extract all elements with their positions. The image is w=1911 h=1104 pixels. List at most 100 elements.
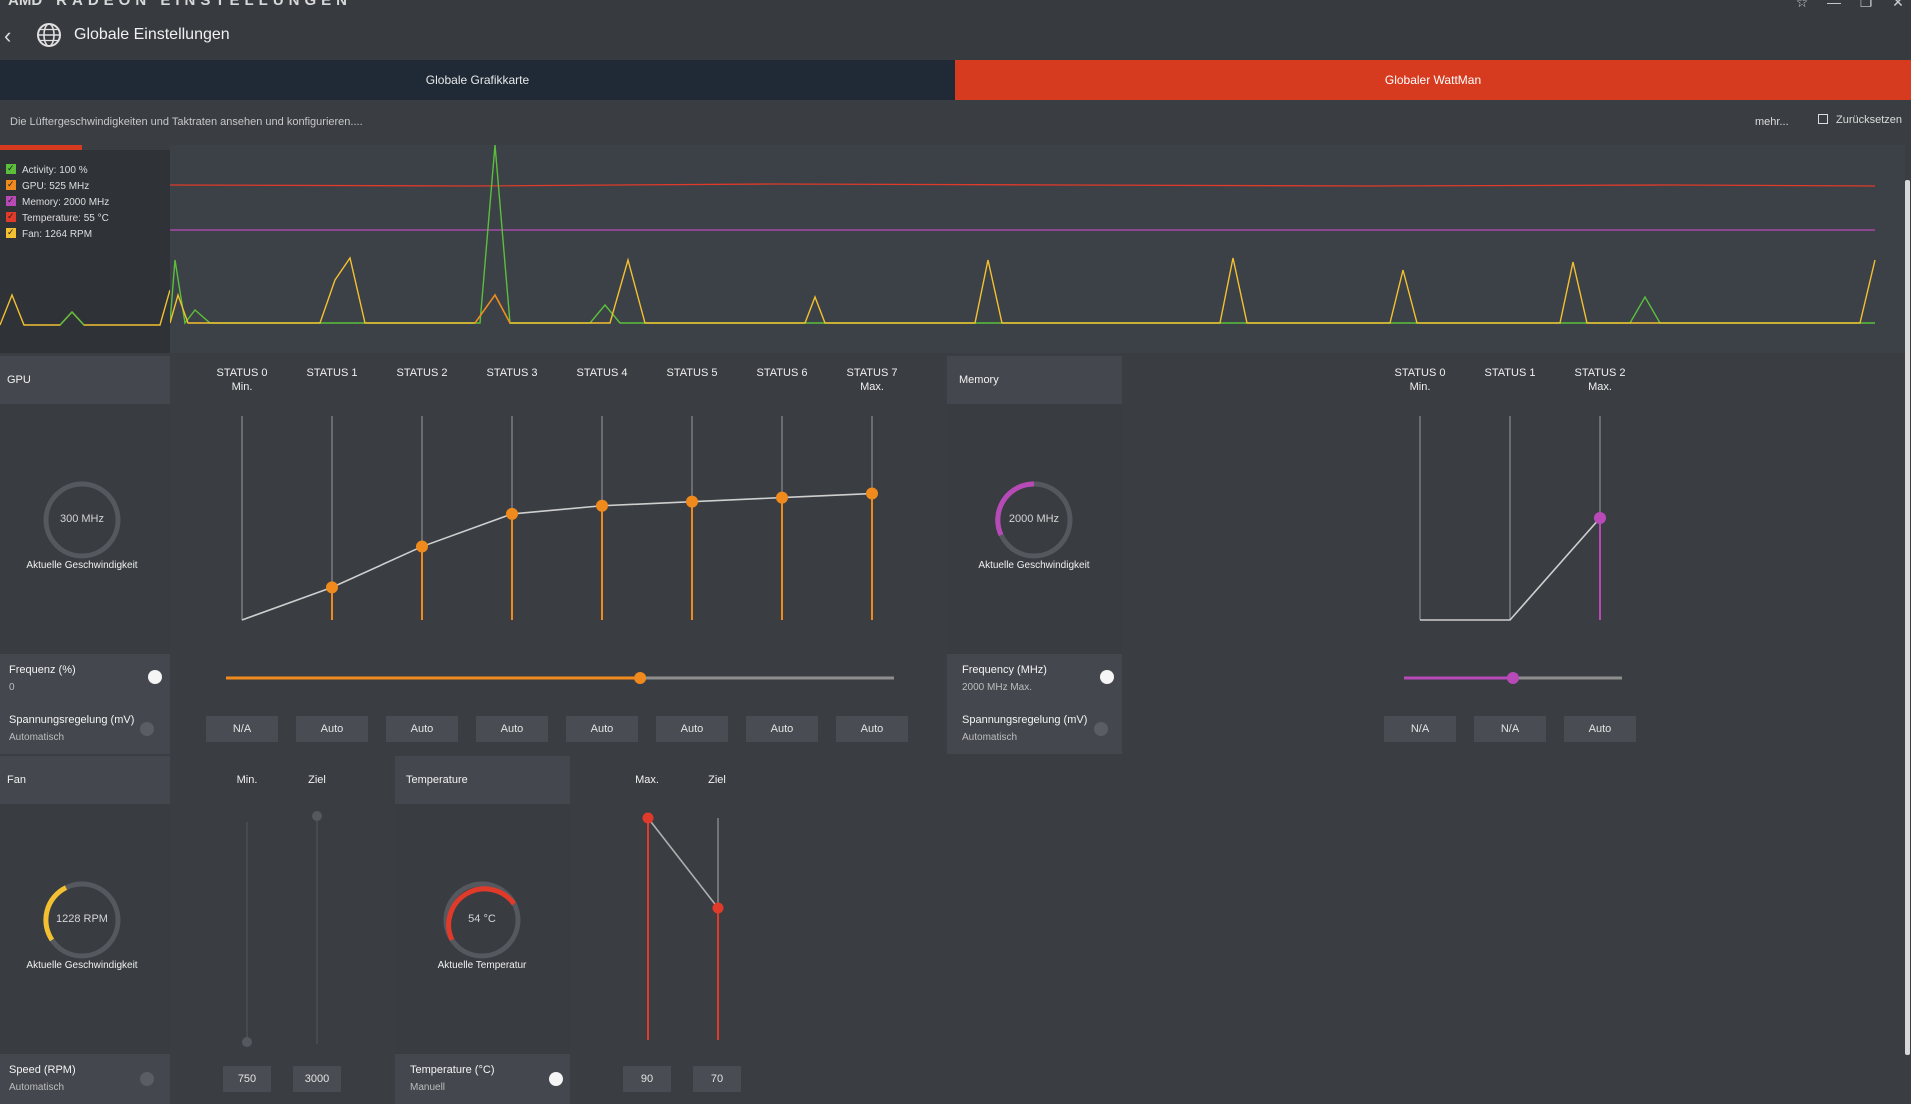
gpu-voltage-4[interactable]: Auto — [566, 716, 638, 742]
scrollbar[interactable] — [1905, 180, 1910, 1055]
fan-curve-chart[interactable] — [170, 804, 395, 1054]
gpu-state-point-7[interactable] — [866, 487, 878, 500]
checkbox-icon — [6, 225, 16, 239]
gpu-state-point-4[interactable] — [596, 499, 608, 512]
memory-voltage-toggle[interactable] — [1094, 722, 1108, 736]
temperature-curve-chart[interactable] — [570, 804, 795, 1054]
memory-frequency-toggle[interactable] — [1100, 670, 1114, 684]
reset-button[interactable]: Zurücksetzen — [1818, 114, 1902, 126]
gpu-voltage-6[interactable]: Auto — [746, 716, 818, 742]
temperature-max-input[interactable]: 90 — [623, 1066, 671, 1092]
fan-header — [0, 756, 170, 804]
gpu-gauge-panel — [0, 404, 170, 654]
gpu-status-0: STATUS 0 Min. — [216, 367, 268, 393]
memory-gauge-label: Aktuelle Geschwindigkeit — [978, 560, 1090, 571]
temperature-gauge-panel — [395, 804, 570, 1054]
fan-gauge-value: 1228 RPM — [56, 913, 108, 925]
legend-gpu[interactable]: GPU: 525 MHz — [6, 177, 89, 194]
gpu-voltage-3[interactable]: Auto — [476, 716, 548, 742]
memory-status-2: STATUS 2 Max. — [1574, 367, 1626, 393]
back-chevron-icon[interactable]: ‹ — [4, 23, 12, 48]
tab-global-wattman[interactable]: Globaler WattMan — [955, 60, 1911, 100]
gpu-header — [0, 356, 170, 404]
reset-label: Zurücksetzen — [1836, 114, 1903, 126]
more-link[interactable]: mehr... — [1755, 116, 1789, 128]
temperature-gauge-value: 54 °C — [468, 913, 496, 925]
gpu-voltage-2[interactable]: Auto — [386, 716, 458, 742]
globe-icon — [37, 23, 61, 47]
temperature-col-max: Max. — [635, 774, 659, 786]
gpu-state-point-6[interactable] — [776, 491, 788, 504]
fan-target-input[interactable]: 3000 — [293, 1066, 341, 1092]
title-bar — [0, 0, 1911, 60]
gpu-frequency-control — [0, 654, 170, 702]
temperature-control-mode: Manuell — [410, 1082, 446, 1093]
gpu-status-7: STATUS 7 Max. — [846, 367, 898, 393]
memory-gauge-panel — [947, 404, 1122, 654]
checkbox-icon — [6, 209, 16, 223]
gpu-status-1: STATUS 1 — [306, 367, 358, 379]
page-title: Globale Einstellungen — [74, 26, 230, 43]
gpu-gauge-label: Aktuelle Geschwindigkeit — [26, 560, 138, 571]
gpu-status-3: STATUS 3 — [486, 367, 538, 379]
gpu-frequency-toggle[interactable] — [148, 670, 162, 684]
memory-status-1: STATUS 1 — [1484, 367, 1536, 379]
memory-state-chart[interactable] — [1380, 404, 1680, 654]
memory-voltage-1[interactable]: N/A — [1474, 716, 1546, 742]
gpu-state-point-1[interactable] — [326, 581, 338, 594]
gpu-voltage-7[interactable]: Auto — [836, 716, 908, 742]
monitor-legend-panel — [0, 150, 170, 353]
gpu-slider-handle[interactable] — [634, 672, 647, 684]
minimize-icon[interactable]: — — [1827, 0, 1841, 10]
close-icon[interactable]: ✕ — [1892, 0, 1904, 10]
gpu-status-4: STATUS 4 — [576, 367, 628, 379]
gpu-gauge-value: 300 MHz — [59, 513, 105, 525]
gpu-state-point-2[interactable] — [416, 540, 428, 553]
star-icon[interactable]: ☆ — [1795, 0, 1809, 10]
legend-activity[interactable]: Activity: 100 % — [6, 161, 88, 178]
memory-voltage-2[interactable]: Auto — [1564, 716, 1636, 742]
gpu-state-point-5[interactable] — [686, 495, 698, 508]
gpu-voltage-0[interactable]: N/A — [206, 716, 278, 742]
temperature-gauge-label: Aktuelle Temperatur — [437, 960, 527, 971]
gpu-frequency-slider[interactable] — [220, 668, 900, 688]
app-brand: AMD RADEON EINSTELLUNGEN — [8, 0, 352, 9]
amd-logo: AMD — [8, 0, 43, 9]
monitor-graph — [169, 144, 1905, 353]
temperature-toggle[interactable] — [549, 1072, 563, 1086]
tab-global-graphics[interactable]: Globale Grafikkarte — [0, 60, 955, 100]
reset-icon — [1818, 114, 1828, 124]
gpu-status-2: STATUS 2 — [396, 367, 448, 379]
gpu-voltage-toggle[interactable] — [140, 722, 154, 736]
gpu-voltage-title: Spannungsregelung (mV) — [9, 714, 135, 726]
memory-voltage-mode: Automatisch — [962, 732, 1018, 743]
gpu-state-point-3[interactable] — [506, 507, 518, 520]
gpu-status-5: STATUS 5 — [666, 367, 718, 379]
fan-speed-toggle[interactable] — [140, 1072, 154, 1086]
fan-min-input[interactable]: 750 — [223, 1066, 271, 1092]
fan-gauge-panel — [0, 804, 170, 1054]
restore-icon[interactable]: ❐ — [1859, 0, 1873, 10]
legend-temperature[interactable]: Temperature: 55 °C — [6, 209, 109, 226]
memory-slider-handle[interactable] — [1507, 672, 1519, 684]
legend-memory[interactable]: Memory: 2000 MHz — [6, 193, 109, 210]
memory-frequency-control — [947, 654, 1122, 702]
gpu-state-chart[interactable] — [170, 404, 945, 654]
legend-fan[interactable]: Fan: 1264 RPM — [6, 225, 92, 242]
gpu-title: GPU — [7, 374, 31, 386]
temperature-title: Temperature — [406, 774, 468, 786]
gpu-voltage-5[interactable]: Auto — [656, 716, 728, 742]
memory-state-point-2[interactable] — [1594, 512, 1606, 524]
memory-voltage-0[interactable]: N/A — [1384, 716, 1456, 742]
memory-frequency-slider[interactable] — [1398, 668, 1628, 688]
memory-header — [947, 356, 1122, 404]
fan-col-target: Ziel — [308, 774, 326, 786]
gpu-status-6: STATUS 6 — [756, 367, 808, 379]
temperature-target-input[interactable]: 70 — [693, 1066, 741, 1092]
temperature-control — [395, 1054, 570, 1104]
monitor-progress — [0, 145, 82, 150]
gpu-frequency-value: 0 — [9, 682, 15, 693]
gpu-voltage-1[interactable]: Auto — [296, 716, 368, 742]
gpu-voltage-mode: Automatisch — [9, 732, 65, 743]
memory-gauge — [995, 481, 1073, 559]
